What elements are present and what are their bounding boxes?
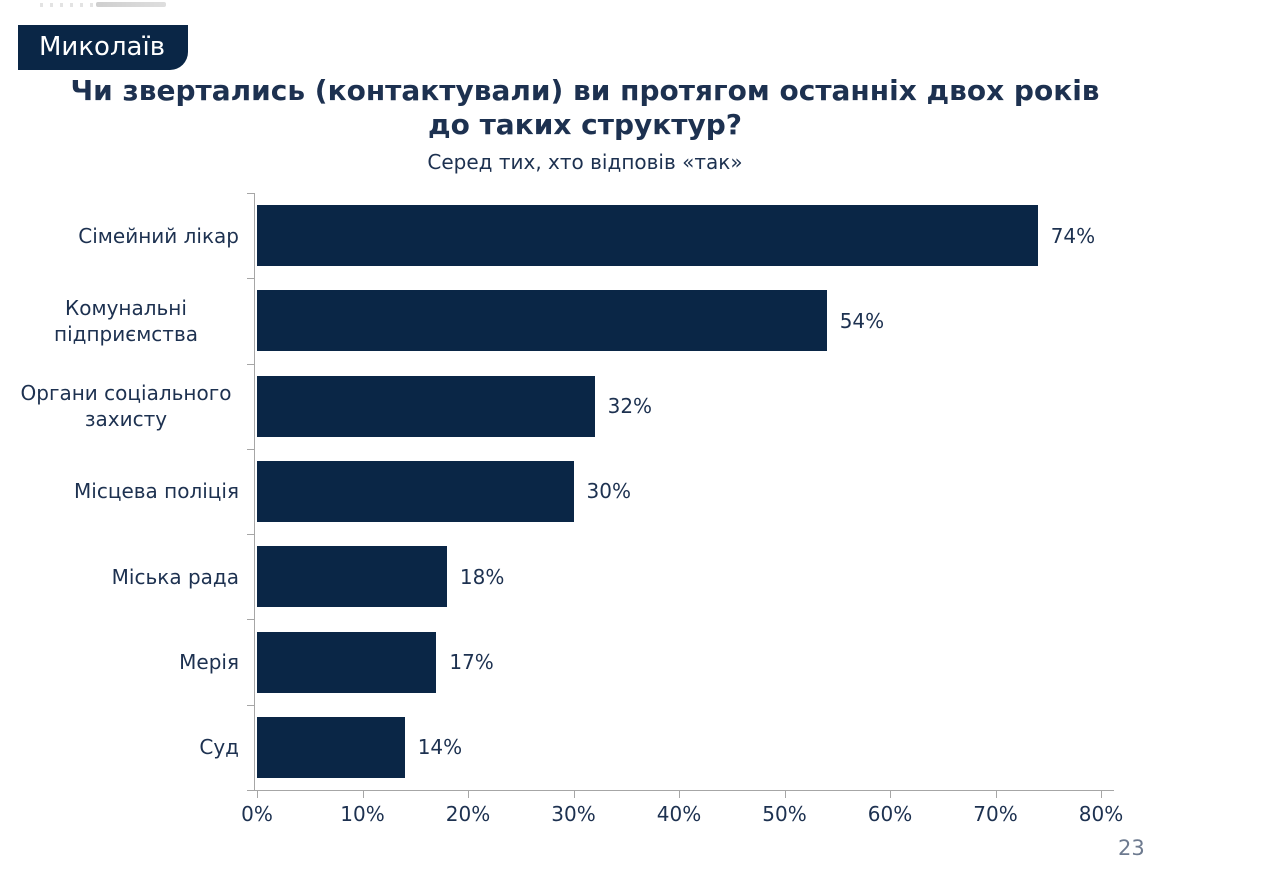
x-tick-label: 0%	[241, 802, 273, 826]
y-tick-mark	[247, 619, 255, 621]
chart-row: Суд 14%	[13, 705, 1101, 790]
y-tick-mark	[247, 278, 255, 280]
y-tick-mark	[247, 193, 255, 194]
x-tick-label: 70%	[973, 802, 1018, 826]
cropped-bar-fragment	[96, 2, 166, 7]
bar-track: 18%	[257, 534, 1101, 619]
x-tick-mark	[362, 791, 364, 798]
x-tick-label: 10%	[340, 802, 385, 826]
cropped-header-artifact	[0, 0, 500, 12]
bar-track: 30%	[257, 449, 1101, 534]
chart-title-line-1: Чи звертались (контактували) ви протягом…	[70, 74, 1100, 107]
bar	[257, 546, 447, 608]
y-axis-line	[254, 193, 255, 790]
x-tick-label: 50%	[762, 802, 807, 826]
chart-row: Місцева поліція 30%	[13, 449, 1101, 534]
x-tick-mark	[679, 791, 680, 798]
bar-track: 74%	[257, 193, 1101, 278]
chart-row: Міська рада 18%	[13, 534, 1101, 619]
chart-title-line-2: до таких структур?	[427, 107, 743, 141]
x-tick-mark	[468, 791, 469, 798]
bar-value-label: 14%	[417, 735, 463, 760]
category-label: Суд	[199, 735, 239, 760]
bar-track: 14%	[257, 705, 1101, 790]
bar-value-label: 74%	[1050, 223, 1096, 248]
bar-chart: Сімейний лікар 74% Комунальні підприємства…	[0, 193, 1280, 826]
bar-value-label: 32%	[607, 394, 653, 419]
category-label: Міська рада	[111, 564, 239, 589]
x-tick-mark	[890, 791, 891, 798]
cropped-dots-fragment	[40, 3, 96, 7]
chart-subtitle: Серед тих, хто відповів «так»	[427, 150, 743, 174]
page-number: 23	[1118, 836, 1145, 860]
chart-row: Органи соціального захисту 32%	[13, 364, 1101, 449]
bar-value-label: 54%	[839, 308, 885, 333]
x-axis-line	[251, 790, 1114, 791]
bar	[257, 375, 595, 437]
bar	[257, 205, 1038, 267]
chart-row: Мерія 17%	[13, 619, 1101, 704]
x-tick-label: 60%	[867, 802, 913, 826]
x-tick-mark	[573, 791, 575, 798]
bar-value-label: 30%	[586, 479, 631, 504]
x-tick-mark	[257, 791, 258, 798]
bar-value-label: 18%	[459, 564, 505, 589]
y-tick-mark	[247, 363, 255, 365]
y-tick-mark	[247, 534, 255, 536]
category-label: Органи соціального захисту	[20, 381, 232, 432]
bar	[257, 290, 827, 352]
y-tick-mark	[247, 448, 255, 450]
bar-value-label: 17%	[449, 650, 494, 675]
chart-row: Комунальні підприємства 54%	[13, 278, 1101, 363]
chart-title: Чи звертались (контактували) ви протягом…	[0, 74, 1170, 141]
category-label: Сімейний лікар	[78, 223, 239, 248]
bar	[257, 460, 574, 522]
x-tick-mark	[1101, 791, 1102, 798]
category-label: Комунальні підприємства	[54, 295, 198, 346]
category-label: Мерія	[179, 650, 239, 675]
chart-row: Сімейний лікар 74%	[13, 193, 1101, 278]
bar-track: 17%	[257, 619, 1101, 704]
x-tick-label: 20%	[445, 802, 491, 826]
x-axis-ticks: 0% 10% 20% 30% 40% 50% 60% 70% 80%	[241, 790, 1123, 830]
chart-rows: Сімейний лікар 74% Комунальні підприємства…	[13, 193, 1101, 790]
bar	[257, 631, 437, 693]
region-badge: Миколаїв	[18, 25, 189, 70]
x-tick-mark	[995, 791, 997, 798]
y-tick-mark	[247, 704, 255, 706]
category-label: Місцева поліція	[74, 479, 239, 504]
bar	[257, 716, 405, 778]
x-tick-mark	[784, 791, 786, 798]
bar-track: 32%	[257, 364, 1101, 449]
x-tick-label: 40%	[656, 802, 702, 826]
bar-track: 54%	[257, 278, 1101, 363]
x-tick-label: 80%	[1078, 802, 1124, 826]
x-tick-label: 30%	[551, 802, 596, 826]
